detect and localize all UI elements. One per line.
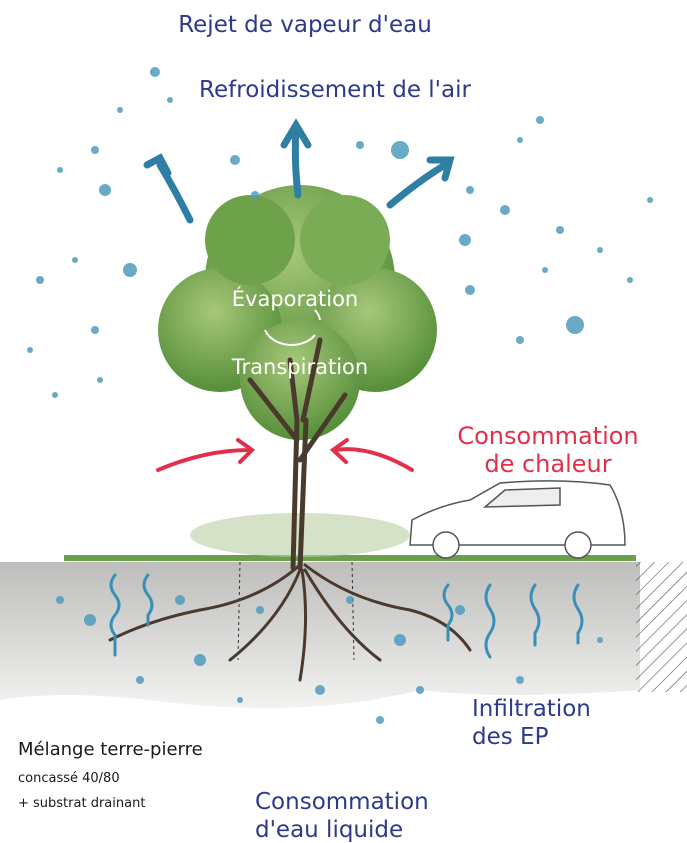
arrow <box>390 160 450 205</box>
body: Rejet de vapeur d'eau Refroidissement de… <box>0 0 687 843</box>
vapour-label: Rejet de vapeur d'eau <box>178 12 432 38</box>
droplet <box>56 596 64 604</box>
soil-label: + substrat drainant <box>18 796 145 811</box>
wheel <box>433 532 459 558</box>
droplet <box>315 685 325 695</box>
wheel <box>565 532 591 558</box>
droplet <box>136 676 144 684</box>
droplet <box>167 97 173 103</box>
heat-arrows <box>158 440 412 470</box>
droplet <box>394 634 406 646</box>
infiltration-label: Infiltration <box>472 696 591 722</box>
soil-label: concassé 40/80 <box>18 771 120 786</box>
droplet <box>597 247 603 253</box>
cooling-label: Refroidissement de l'air <box>199 77 471 103</box>
droplet <box>230 155 240 165</box>
droplet <box>459 234 471 246</box>
droplet <box>391 141 409 159</box>
droplet <box>346 596 354 604</box>
canopy <box>158 185 437 440</box>
droplet <box>117 107 123 113</box>
evaporation-label: Évaporation <box>232 286 358 311</box>
droplet <box>376 716 384 724</box>
arrow <box>158 440 252 470</box>
droplet <box>356 141 364 149</box>
droplet <box>517 137 523 143</box>
transpiration-label: Transpiration <box>231 355 368 379</box>
water-label: Consommation <box>255 789 429 815</box>
car <box>410 481 625 558</box>
leaf-mass <box>300 195 390 285</box>
arrow <box>333 440 412 470</box>
droplet <box>52 392 58 398</box>
heat-label: de chaleur <box>484 450 611 478</box>
droplet <box>237 697 243 703</box>
droplet <box>466 186 474 194</box>
droplet <box>455 605 465 615</box>
droplet <box>500 205 510 215</box>
arrow <box>147 158 190 220</box>
droplet <box>556 226 564 234</box>
droplet <box>566 316 584 334</box>
droplet <box>256 606 264 614</box>
droplet <box>516 676 524 684</box>
water-label: d'eau liquide <box>255 817 403 843</box>
droplet <box>251 191 259 199</box>
droplet <box>72 257 78 263</box>
arrow <box>284 125 308 195</box>
leaf-mass <box>240 320 360 440</box>
droplet <box>57 167 63 173</box>
droplet <box>536 116 544 124</box>
droplet <box>150 67 160 77</box>
droplet <box>627 277 633 283</box>
infiltration-label: des EP <box>472 724 549 750</box>
droplet <box>542 267 548 273</box>
soil-label: Mélange terre-pierre <box>18 739 203 760</box>
droplet <box>36 276 44 284</box>
diagram: Rejet de vapeur d'eau Refroidissement de… <box>0 0 687 843</box>
leaf-mass <box>205 195 295 285</box>
droplet <box>416 686 424 694</box>
droplet <box>27 347 33 353</box>
droplet <box>123 263 137 277</box>
droplet <box>175 595 185 605</box>
droplet <box>84 614 96 626</box>
droplet <box>97 377 103 383</box>
page: Diagram {"labels": { "vapour": "Rejet de… <box>0 0 687 843</box>
droplet <box>91 326 99 334</box>
droplet <box>99 184 111 196</box>
droplet <box>194 654 206 666</box>
droplet <box>516 336 524 344</box>
droplet <box>647 197 653 203</box>
heat-label: Consommation <box>457 422 638 450</box>
droplet <box>465 285 475 295</box>
droplet <box>597 637 603 643</box>
droplet <box>91 146 99 154</box>
wall <box>636 562 687 692</box>
